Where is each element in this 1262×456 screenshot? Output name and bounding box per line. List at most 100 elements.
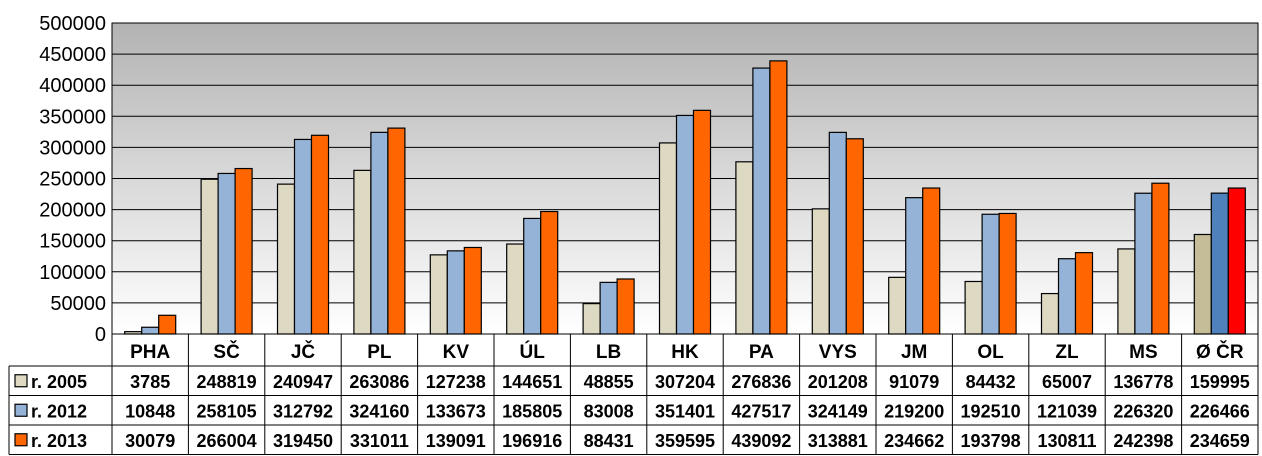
bar [1074, 252, 1094, 335]
y-tick-label: 300000 [39, 137, 106, 159]
x-tick-label: MS [1129, 342, 1158, 363]
data-label: 324160 [349, 401, 409, 421]
data-label: 307204 [655, 372, 715, 392]
bars [124, 60, 1246, 335]
data-label: 201208 [808, 372, 868, 392]
data-label: 319450 [273, 431, 333, 451]
bar [1117, 248, 1136, 335]
bar [692, 109, 712, 335]
x-tick-label: HK [671, 342, 699, 363]
data-label: 88431 [584, 431, 634, 451]
data-label: 48855 [584, 372, 634, 392]
bar [276, 183, 296, 335]
bar [234, 167, 253, 335]
y-tick-label: 250000 [39, 169, 106, 191]
bar [429, 254, 448, 335]
y-tick-label: 100000 [39, 262, 106, 284]
y-tick-label: 500000 [39, 13, 106, 35]
data-label: 242398 [1113, 431, 1173, 451]
bar [1151, 182, 1170, 335]
x-tick-label: JM [901, 342, 927, 363]
data-label: 258105 [197, 401, 257, 421]
data-label: 185805 [502, 401, 562, 421]
y-tick-label: 450000 [39, 44, 106, 66]
bar [1057, 258, 1077, 335]
data-label: 30079 [125, 431, 175, 451]
y-tick-label: 150000 [39, 231, 106, 253]
x-tick-label: PA [749, 342, 774, 363]
bar [616, 278, 635, 335]
bar [888, 276, 907, 335]
legend-label: r. 2013 [31, 431, 87, 451]
x-tick-label: LB [596, 342, 621, 363]
data-label: 83008 [584, 401, 634, 421]
data-label: 65007 [1042, 372, 1092, 392]
bar [998, 212, 1017, 335]
data-label: 3785 [130, 372, 170, 392]
y-tick-label: 200000 [39, 200, 106, 222]
y-axis: 0 50000 100000 150000 200000 250000 300000 3500… [39, 13, 106, 346]
data-label: 91079 [889, 372, 939, 392]
bar [446, 250, 465, 335]
bar [310, 134, 330, 335]
bar [293, 138, 313, 335]
x-tick-label: JČ [291, 341, 316, 363]
bar [158, 314, 177, 335]
bar [735, 161, 754, 335]
data-label: 226320 [1113, 401, 1173, 421]
bar [141, 326, 160, 335]
x-tick-label: PL [367, 342, 392, 363]
data-label: 127238 [426, 372, 486, 392]
bar [217, 172, 236, 335]
bar [905, 197, 924, 335]
data-label: 130811 [1037, 431, 1096, 451]
legend-swatch [14, 374, 28, 388]
bar [200, 178, 219, 335]
bar [1227, 187, 1246, 335]
y-tick-label: 350000 [39, 106, 106, 128]
bar [1134, 192, 1153, 335]
bar [523, 217, 542, 335]
data-label: 219200 [884, 401, 944, 421]
bar [582, 303, 601, 335]
data-label: 312792 [273, 401, 333, 421]
x-tick-label: SČ [213, 341, 240, 363]
bar [658, 142, 678, 335]
data-label: 139091 [426, 431, 486, 451]
legend-label: r. 2012 [31, 401, 87, 421]
bar [353, 169, 372, 335]
x-tick-label: Ø ČR [1196, 341, 1244, 363]
y-tick-label: 400000 [39, 75, 106, 97]
bar [964, 280, 983, 335]
data-label: 234662 [884, 431, 944, 451]
bar [845, 138, 864, 335]
data-label: 226466 [1190, 401, 1250, 421]
bar [1193, 233, 1212, 335]
data-label: 192510 [961, 401, 1021, 421]
bar [370, 131, 389, 335]
x-tick-label: PHA [130, 342, 170, 363]
x-tick-label: KV [443, 342, 470, 363]
data-label: 276836 [731, 372, 791, 392]
data-label: 324149 [808, 401, 868, 421]
y-tick-label: 50000 [50, 293, 106, 315]
data-label: 133673 [426, 401, 486, 421]
x-tick-label: ÚL [520, 341, 546, 363]
bar [599, 281, 618, 335]
data-label: 234659 [1190, 431, 1250, 451]
data-label: 248819 [197, 372, 257, 392]
bar [769, 60, 788, 335]
legend-swatch [14, 403, 28, 417]
bar [463, 246, 482, 335]
bar [752, 67, 771, 335]
data-label: 351401 [655, 401, 715, 421]
data-label: 84432 [966, 372, 1016, 392]
data-label: 196916 [502, 431, 562, 451]
data-label: 10848 [125, 401, 175, 421]
bar [811, 208, 830, 335]
data-label: 159995 [1190, 372, 1250, 392]
bar [387, 127, 406, 335]
y-tick-label: 0 [95, 324, 106, 346]
data-label: 359595 [655, 431, 715, 451]
legend-swatch [14, 433, 28, 447]
